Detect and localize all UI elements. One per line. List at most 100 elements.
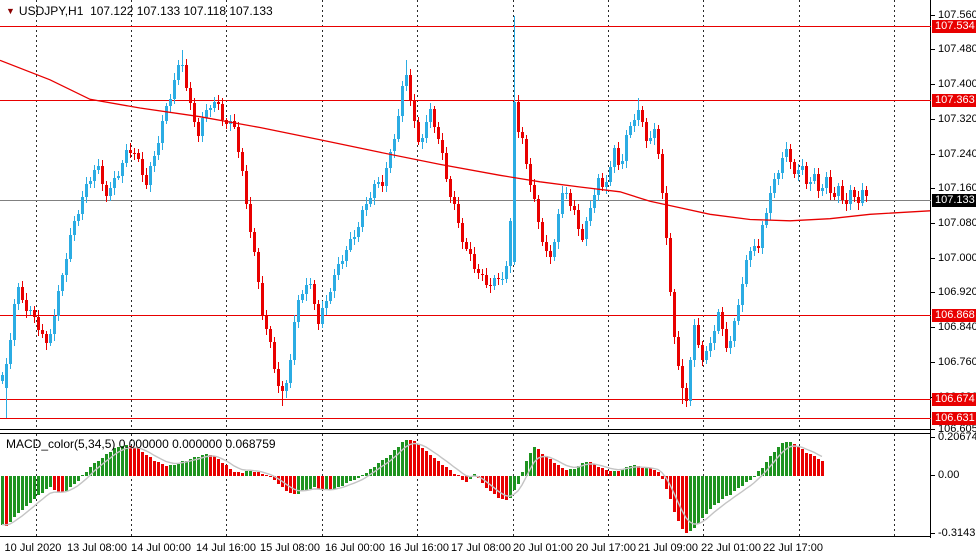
macd-histogram-bar	[565, 469, 568, 476]
candle-body	[741, 284, 744, 306]
macd-histogram-bar	[757, 471, 760, 476]
candle-body	[149, 166, 152, 186]
price-tick-mark	[931, 154, 935, 155]
macd-tick-label: -0.314311	[938, 527, 976, 539]
candle-body	[201, 118, 204, 136]
macd-histogram-bar	[721, 476, 724, 500]
symbol-timeframe-label: USDJPY,H1	[18, 4, 84, 18]
candle-body	[301, 293, 304, 300]
indicator-values: 0.000000 0.000000 0.068759	[118, 437, 276, 451]
macd-histogram-bar	[821, 460, 824, 476]
macd-histogram-bar	[541, 453, 544, 476]
candle-body	[509, 220, 512, 267]
candle-body	[785, 148, 788, 158]
candle-body	[641, 110, 644, 122]
candle-body	[41, 329, 44, 335]
macd-histogram-bar	[669, 476, 672, 500]
candle-body	[505, 266, 508, 279]
time-axis-label: 16 Jul 00:00	[325, 542, 385, 554]
macd-histogram-bar	[461, 476, 464, 480]
price-tick-label: 107.480	[938, 43, 976, 55]
horizontal-price-line	[0, 100, 931, 101]
time-axis[interactable]: 10 Jul 2020 13 Jul 08:00 14 Jul 00:00 14 Ju…	[0, 538, 976, 559]
candle-wick	[6, 358, 7, 418]
macd-histogram-bar	[453, 473, 456, 476]
macd-histogram-bar	[285, 476, 288, 491]
candle-body	[269, 329, 272, 342]
candle-body	[65, 258, 68, 276]
time-axis-label: 22 Jul 17:00	[763, 542, 823, 554]
price-chart-pane[interactable]: ▼ USDJPY,H1 107.122 107.133 107.118 107.1…	[0, 0, 931, 430]
macd-histogram-bar	[309, 476, 312, 489]
candle-body	[101, 166, 104, 185]
candle-body	[825, 177, 828, 189]
macd-histogram-bar	[529, 452, 532, 476]
day-separator	[608, 434, 609, 538]
candle-wick	[482, 269, 483, 282]
macd-histogram-bar	[173, 465, 176, 476]
macd-histogram-bar	[201, 455, 204, 476]
macd-histogram-bar	[33, 476, 36, 500]
candle-body	[17, 287, 20, 304]
macd-histogram-bar	[329, 476, 332, 491]
candle-body	[237, 126, 240, 152]
macd-pane[interactable]: MACD_color(5,34,5) 0.000000 0.000000 0.0…	[0, 433, 931, 538]
price-line-badge: 107.534	[932, 20, 976, 33]
candle-body	[521, 131, 524, 139]
macd-histogram-bar	[641, 468, 644, 476]
candle-body	[321, 308, 324, 324]
macd-histogram-bar	[21, 476, 24, 511]
day-separator	[894, 434, 895, 538]
candle-body	[137, 153, 140, 159]
candle-body	[361, 209, 364, 227]
candle-body	[397, 115, 400, 140]
candle-body	[9, 340, 12, 364]
macd-histogram-bar	[253, 471, 256, 476]
symbol-dropdown-icon[interactable]: ▼	[6, 6, 15, 16]
candle-body	[345, 249, 348, 261]
candle-body	[417, 121, 420, 142]
time-axis-label: 20 Jul 17:00	[576, 542, 636, 554]
candle-body	[673, 291, 676, 337]
candle-body	[125, 150, 128, 163]
candle-body	[21, 287, 24, 300]
ohlc-values: 107.122 107.133 107.118 107.133	[90, 4, 273, 18]
price-line-badge: 107.363	[932, 94, 976, 107]
macd-histogram-bar	[417, 445, 420, 476]
macd-histogram-bar	[401, 441, 404, 476]
macd-histogram-bar	[805, 452, 808, 476]
candle-body	[721, 312, 724, 329]
price-tick-label: 106.840	[938, 321, 976, 333]
price-axis[interactable]: 107.560 107.480 107.400 107.320 107.240 107.1…	[930, 0, 976, 539]
time-axis-label: 20 Jul 01:00	[513, 542, 573, 554]
macd-histogram-bar	[341, 476, 344, 486]
macd-histogram-bar	[189, 459, 192, 476]
candle-body	[745, 260, 748, 285]
macd-histogram-bar	[469, 476, 472, 480]
time-axis-label: 13 Jul 08:00	[67, 542, 127, 554]
price-tick-label: 107.000	[938, 252, 976, 264]
candle-body	[353, 237, 356, 239]
macd-histogram-bar	[445, 466, 448, 476]
candle-wick	[182, 50, 183, 73]
candle-body	[429, 109, 432, 122]
macd-histogram-bar	[645, 468, 648, 476]
candle-body	[133, 152, 136, 154]
candle-body	[117, 176, 120, 178]
macd-histogram-bar	[789, 441, 792, 476]
candle-body	[193, 102, 196, 123]
candle-body	[69, 234, 72, 259]
candle-body	[357, 226, 360, 237]
candle-body	[173, 80, 176, 100]
candle-body	[257, 252, 260, 283]
candle-body	[57, 290, 60, 316]
candle-body	[661, 154, 664, 193]
time-axis-label: 21 Jul 09:00	[638, 542, 698, 554]
candle-body	[73, 221, 76, 235]
macd-histogram-bar	[733, 476, 736, 491]
macd-histogram-bar	[429, 455, 432, 476]
macd-histogram-bar	[85, 472, 88, 476]
macd-histogram-bar	[257, 471, 260, 476]
macd-histogram-bar	[657, 471, 660, 476]
macd-tick-mark	[931, 437, 935, 438]
